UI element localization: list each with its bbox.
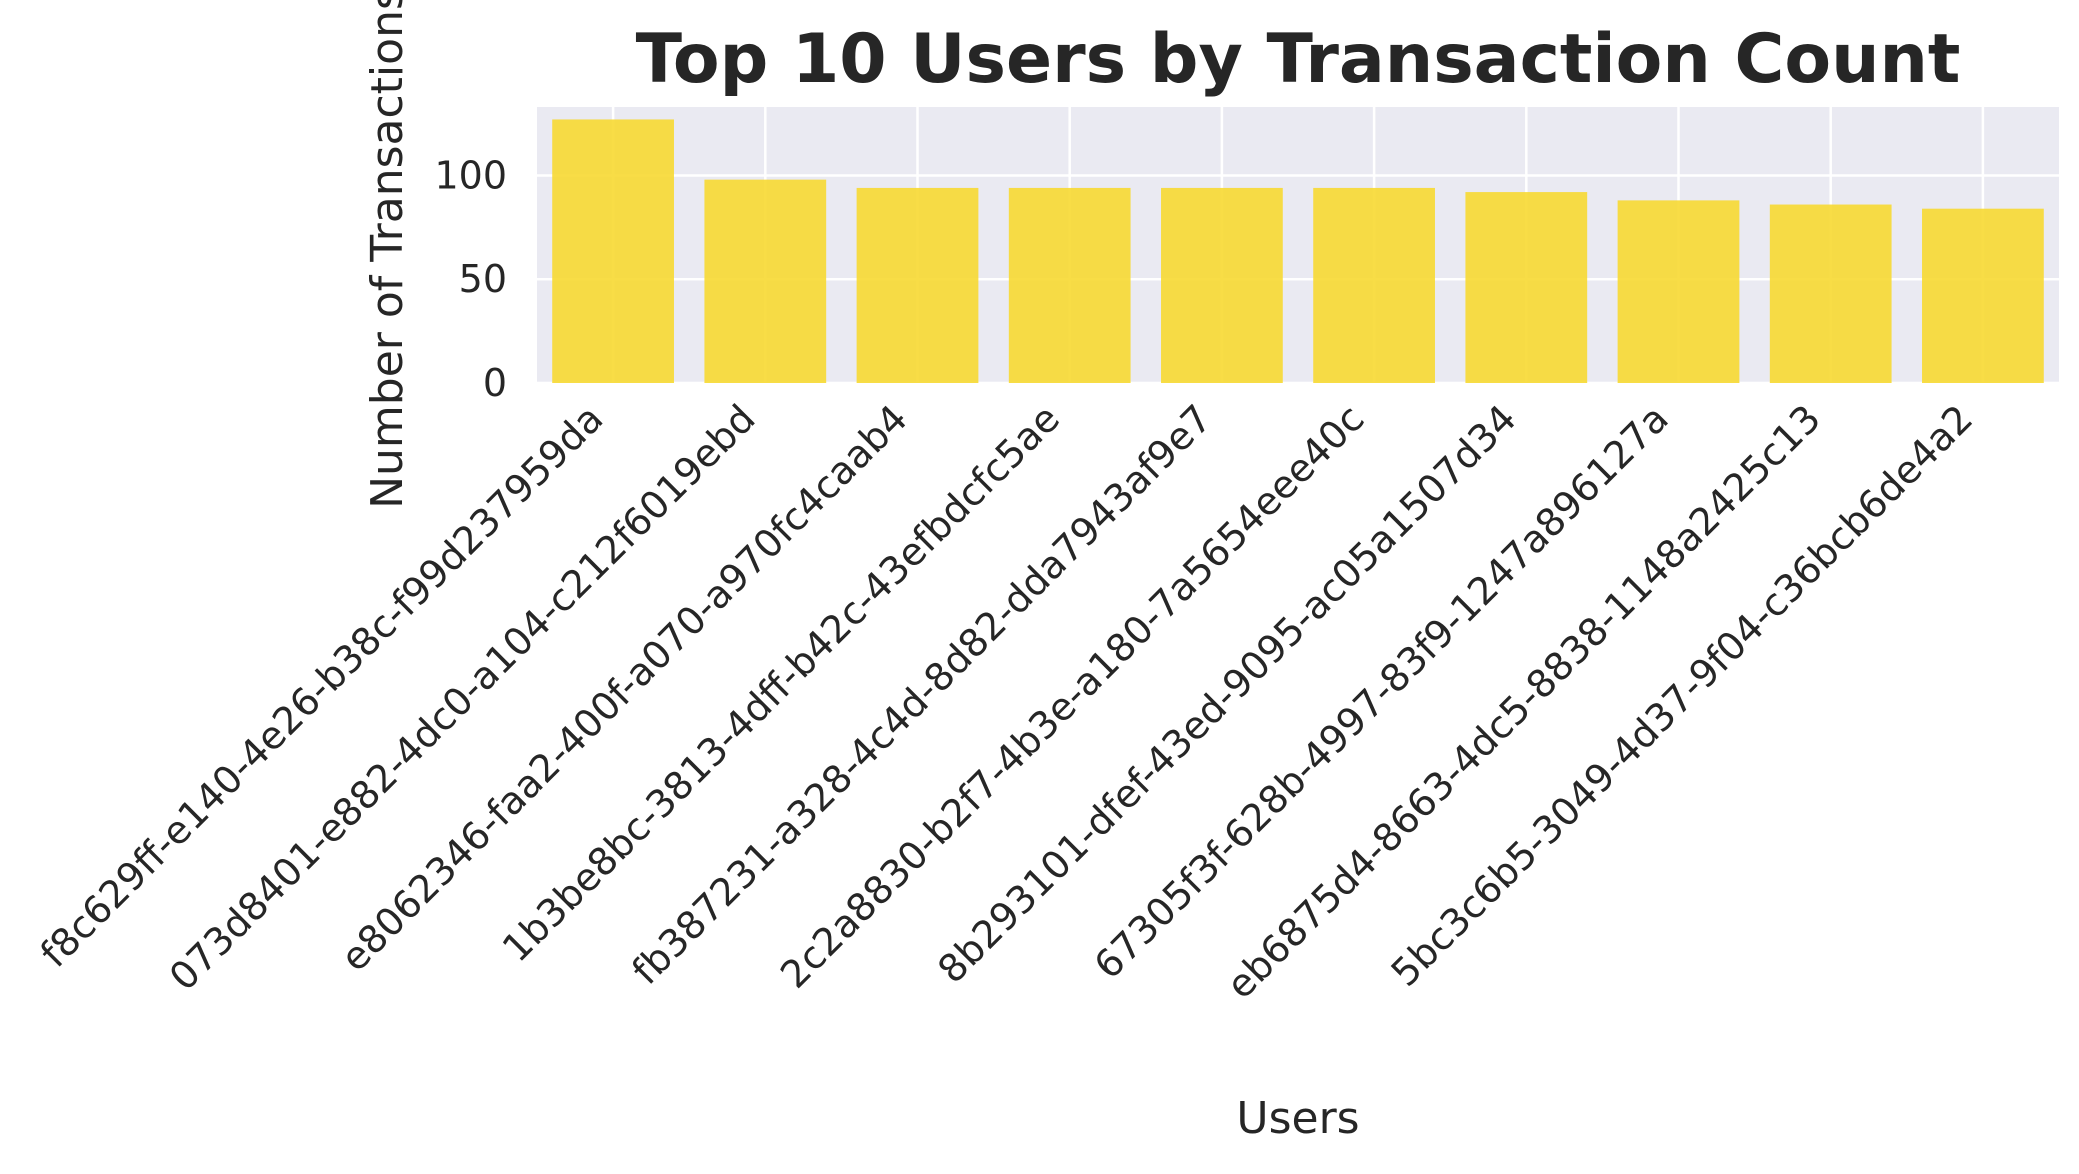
bar [1617,200,1740,383]
bar [1769,204,1892,383]
y-axis-label: Number of Transactions [362,0,413,509]
x-tick-label: f8c629ff-e140-4e26-b38c-f99d237959da [32,396,611,975]
y-tick-label: 50 [459,257,507,301]
bar [1465,192,1588,383]
bars [552,119,2044,384]
y-tick-label: 0 [483,361,507,405]
bar [552,119,674,384]
x-tick-label: 8b293101-dfef-43ed-9095-ac05a1507d34 [929,396,1524,991]
chart-title: Top 10 Users by Transaction Count [636,20,1961,99]
x-tick-labels: f8c629ff-e140-4e26-b38c-f99d237959da073d… [32,396,1981,1007]
y-tick-labels: 0 50 100 [434,153,507,405]
x-tick-label: 2c2a8830-b2f7-4b3e-a180-7a5654eee40c [772,396,1372,996]
bar [856,187,979,383]
bar [1922,208,2044,383]
x-tick-label: 67305f3f-628b-4997-83f9-1247a896127a [1086,396,1677,987]
y-tick-label: 100 [434,153,507,197]
x-tick-label: 5bc3c6b5-3049-4d37-9f04-c36bcb6de4a2 [1383,396,1982,995]
x-tick-label: 1b3be8bc-3813-4dff-b42c-43efbdcfc5ae [494,396,1068,970]
x-tick-label: fb387231-a328-4c4d-8d82-dda7943af9e7 [624,396,1221,993]
bar [1313,187,1435,383]
bar [1161,187,1283,383]
x-tick-label: e8062346-faa2-400f-a070-a970fc4caab4 [332,396,916,980]
x-axis-label: Users [1236,1093,1359,1144]
bar [1008,187,1131,383]
x-tick-label: 073d8401-e882-4dc0-a104-c212f6019ebd [161,396,764,999]
bar [704,179,827,383]
